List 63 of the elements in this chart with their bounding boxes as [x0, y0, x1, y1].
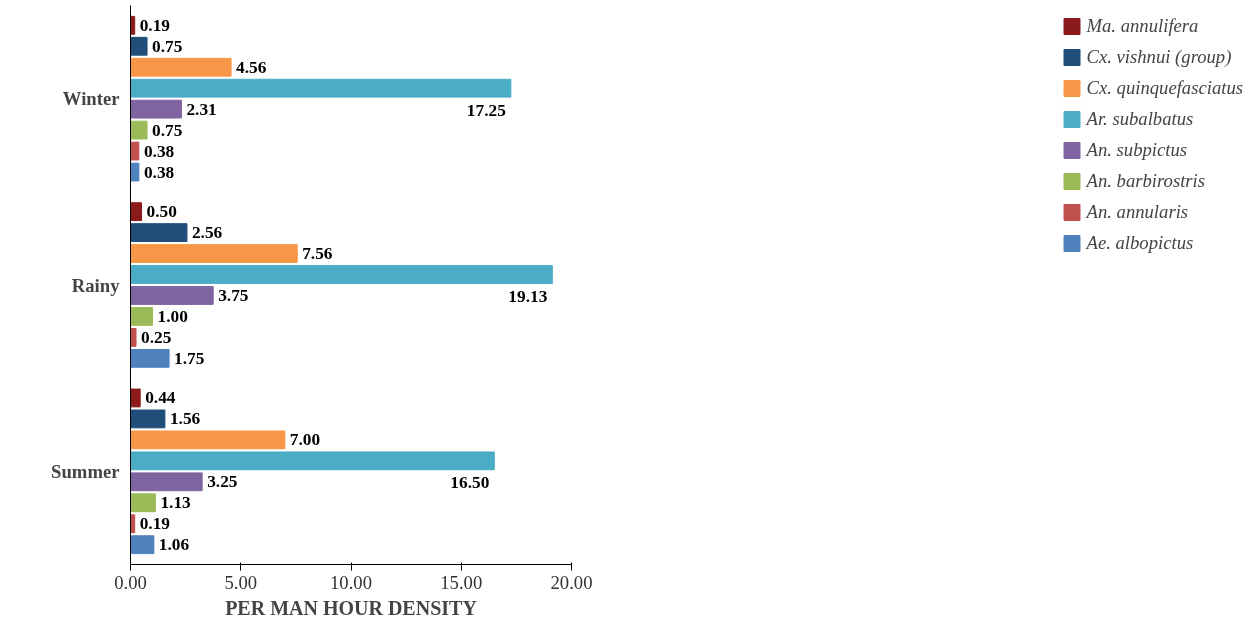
bar: [130, 535, 155, 555]
data-label: 0.75: [152, 120, 183, 140]
y-tick-label: Winter: [62, 88, 120, 110]
bar: [130, 348, 170, 368]
bar: [130, 162, 140, 182]
x-tick-label: 15.00: [440, 571, 483, 593]
data-label: 0.19: [139, 514, 171, 534]
bar: [130, 36, 148, 56]
data-label: 3.25: [207, 472, 238, 492]
bar: [130, 57, 232, 77]
data-label: 0.38: [143, 162, 175, 182]
x-tick-label: 0.00: [114, 571, 147, 593]
data-label: 1.00: [157, 306, 188, 326]
data-label: 0.19: [139, 15, 171, 35]
data-label: 0.44: [145, 388, 176, 408]
legend-label: Ar. subalbatus: [1086, 108, 1194, 130]
data-label: 17.25: [466, 100, 507, 120]
legend-label: Cx. vishnui (group): [1086, 46, 1232, 68]
bar: [130, 409, 166, 429]
bar: [130, 78, 512, 98]
data-label: 7.56: [302, 244, 333, 264]
data-label: 3.75: [218, 285, 249, 305]
legend-label: Ae. albopictus: [1086, 232, 1194, 254]
bar: [130, 307, 154, 326]
legend-label: An. subpictus: [1086, 139, 1188, 161]
data-label: 0.38: [143, 141, 175, 161]
legend-label: An. annularis: [1086, 201, 1189, 223]
bar: [130, 286, 214, 305]
bar: [130, 430, 286, 450]
bar: [130, 99, 182, 119]
legend-label: An. barbirostris: [1086, 170, 1206, 192]
data-label: 0.50: [146, 202, 177, 222]
data-label: 1.56: [169, 409, 201, 429]
data-label: 0.25: [141, 327, 172, 347]
y-tick-label: Summer: [51, 460, 120, 482]
x-tick-label: 20.00: [550, 571, 593, 593]
bar: [130, 493, 156, 513]
bar: [130, 451, 495, 471]
y-tick-label: Rainy: [71, 274, 121, 296]
x-tick-label: 10.00: [330, 571, 372, 593]
data-label: 16.50: [450, 473, 490, 493]
data-label: 19.13: [508, 287, 548, 307]
bar: [130, 244, 298, 263]
bar: [130, 472, 203, 492]
data-label: 2.31: [186, 99, 217, 119]
data-label: 1.13: [160, 493, 192, 513]
bar: [130, 223, 188, 242]
data-label: 0.75: [152, 36, 183, 56]
data-label: 4.56: [236, 57, 267, 77]
data-label: 2.56: [191, 223, 223, 243]
data-label: 7.00: [289, 430, 321, 450]
bar: [130, 120, 148, 140]
bar: [130, 265, 553, 284]
legend-label: Cx. quinquefasciatus: [1086, 77, 1243, 99]
bar: [130, 141, 140, 161]
bar: [130, 328, 137, 347]
x-axis-title: PER MAN HOUR DENSITY: [225, 596, 478, 619]
data-label: 1.75: [174, 348, 205, 368]
bar: [130, 388, 141, 408]
x-tick-label: 5.00: [224, 571, 258, 593]
legend-label: Ma. annulifera: [1086, 15, 1199, 37]
bar: [130, 202, 143, 222]
data-label: 1.06: [158, 535, 190, 555]
